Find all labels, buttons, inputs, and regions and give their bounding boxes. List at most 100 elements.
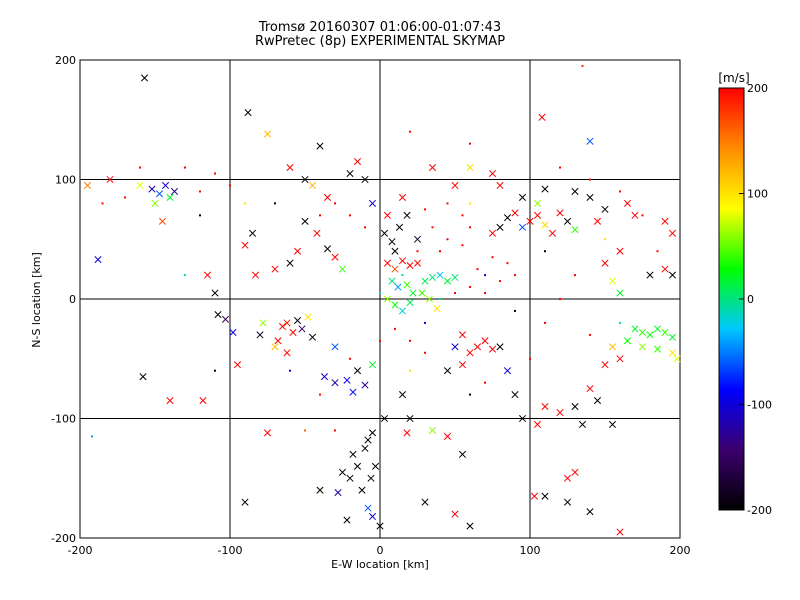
point-stroke: [406, 414, 414, 423]
point-marker-dot: [461, 214, 464, 217]
point-stroke: [533, 211, 542, 219]
point-marker-x: [586, 508, 594, 516]
point-marker-dot: [491, 256, 494, 259]
point-marker-dot: [394, 327, 396, 330]
point-marker-x: [383, 259, 392, 267]
point-stroke: [398, 193, 407, 201]
point-marker-x: [436, 271, 444, 279]
point-marker-dot: [506, 262, 509, 265]
point-marker-x: [593, 397, 602, 405]
point-stroke: [541, 492, 549, 500]
point-stroke: [496, 181, 504, 190]
point-marker-dot: [484, 381, 486, 384]
point-marker-x: [283, 319, 291, 327]
point-marker-dot: [469, 226, 471, 229]
point-marker-x: [391, 247, 399, 255]
point-marker-dot: [544, 250, 546, 253]
point-stroke: [571, 187, 579, 196]
point-stroke: [418, 289, 426, 297]
point-marker-dot: [469, 393, 471, 396]
point-stroke: [428, 426, 437, 435]
point-marker-x: [548, 229, 557, 237]
point-marker-x: [616, 355, 624, 363]
point-marker-x: [241, 498, 249, 506]
point-stroke: [616, 247, 624, 255]
point-stroke: [263, 130, 272, 138]
point-stroke: [451, 181, 459, 190]
point-marker-x: [293, 247, 302, 255]
point-stroke: [388, 277, 396, 285]
data-points: [83, 64, 681, 536]
point-marker-x: [496, 223, 504, 231]
point-stroke: [481, 337, 489, 345]
point-marker-x: [488, 229, 497, 237]
point-marker-x: [421, 277, 429, 285]
point-marker-x: [368, 429, 377, 437]
point-marker-x: [488, 345, 497, 353]
point-stroke: [406, 261, 414, 270]
point-stroke: [571, 402, 579, 411]
point-marker-x: [334, 489, 342, 497]
point-stroke: [368, 429, 377, 437]
point-stroke: [263, 429, 272, 437]
point-marker-dot: [446, 238, 449, 241]
point-marker-dot: [589, 178, 591, 181]
y-tick-label: 100: [55, 174, 76, 187]
point-stroke: [661, 265, 669, 273]
point-marker-x: [158, 217, 167, 225]
point-stroke: [631, 325, 639, 333]
point-marker-x: [403, 429, 411, 437]
point-marker-x: [364, 504, 372, 512]
point-stroke: [343, 516, 351, 524]
point-stroke: [241, 241, 249, 249]
point-marker-x: [83, 181, 92, 190]
point-marker-x: [638, 343, 647, 351]
point-marker-x: [661, 265, 669, 273]
point-stroke: [353, 367, 362, 375]
point-marker-dot: [349, 214, 351, 217]
point-stroke: [214, 310, 222, 319]
point-marker-x: [616, 289, 624, 297]
y-tick-label: 0: [69, 293, 76, 306]
point-marker-dot: [604, 238, 606, 241]
point-marker-x: [353, 367, 362, 375]
point-stroke: [166, 193, 174, 201]
point-stroke: [376, 522, 384, 530]
point-stroke: [601, 205, 609, 213]
point-stroke: [94, 256, 102, 264]
point-marker-dot: [499, 280, 501, 283]
point-marker-x: [518, 414, 527, 423]
point-stroke: [368, 512, 377, 521]
point-marker-x: [383, 295, 392, 303]
point-marker-x: [155, 190, 164, 198]
point-marker-dot: [334, 429, 336, 432]
point-stroke: [380, 229, 389, 237]
point-marker-x: [353, 462, 362, 470]
point-stroke: [364, 504, 372, 512]
point-marker-x: [668, 271, 677, 279]
point-stroke: [541, 221, 549, 229]
point-marker-x: [571, 402, 579, 411]
point-stroke: [403, 211, 411, 219]
point-marker-x: [358, 486, 366, 494]
point-stroke: [286, 163, 294, 172]
point-stroke: [586, 508, 594, 516]
point-marker-dot: [641, 214, 644, 217]
point-stroke: [274, 337, 282, 345]
point-marker-x: [631, 211, 639, 219]
point-marker-x: [388, 238, 396, 246]
point-marker-dot: [199, 214, 201, 217]
point-marker-x: [451, 273, 459, 282]
point-marker-x: [466, 163, 474, 172]
point-stroke: [646, 271, 654, 279]
point-stroke: [244, 109, 252, 117]
point-stroke: [533, 199, 542, 207]
point-marker-x: [586, 385, 594, 393]
colorbar-tick-label: 0: [747, 293, 754, 306]
point-stroke: [391, 301, 399, 309]
point-marker-dot: [289, 369, 291, 372]
point-marker-x: [518, 193, 527, 201]
point-marker-dot: [461, 244, 464, 247]
point-marker-x: [388, 277, 396, 285]
point-marker-x: [203, 271, 212, 279]
